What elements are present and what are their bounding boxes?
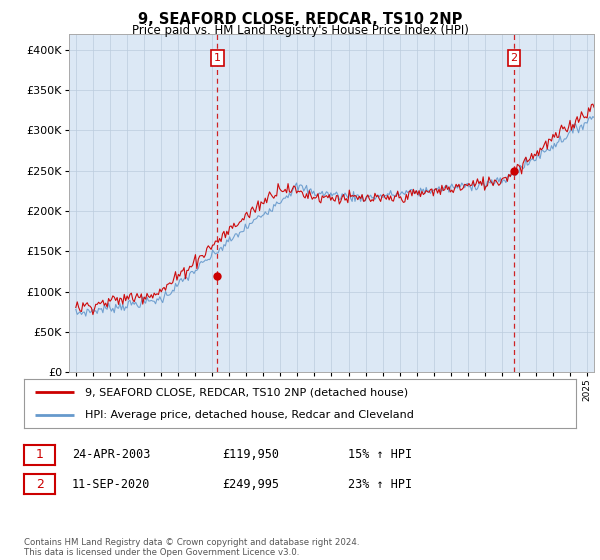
Text: £119,950: £119,950 <box>222 448 279 461</box>
Text: 2: 2 <box>511 53 517 63</box>
Text: 15% ↑ HPI: 15% ↑ HPI <box>348 448 412 461</box>
Text: HPI: Average price, detached house, Redcar and Cleveland: HPI: Average price, detached house, Redc… <box>85 410 413 420</box>
Text: 1: 1 <box>35 448 44 461</box>
Text: Contains HM Land Registry data © Crown copyright and database right 2024.
This d: Contains HM Land Registry data © Crown c… <box>24 538 359 557</box>
Text: 9, SEAFORD CLOSE, REDCAR, TS10 2NP: 9, SEAFORD CLOSE, REDCAR, TS10 2NP <box>138 12 462 27</box>
Text: 9, SEAFORD CLOSE, REDCAR, TS10 2NP (detached house): 9, SEAFORD CLOSE, REDCAR, TS10 2NP (deta… <box>85 388 408 398</box>
Text: 23% ↑ HPI: 23% ↑ HPI <box>348 478 412 491</box>
Text: Price paid vs. HM Land Registry's House Price Index (HPI): Price paid vs. HM Land Registry's House … <box>131 24 469 37</box>
Text: 1: 1 <box>214 53 221 63</box>
Text: 24-APR-2003: 24-APR-2003 <box>72 448 151 461</box>
Text: 2: 2 <box>35 478 44 491</box>
Text: 11-SEP-2020: 11-SEP-2020 <box>72 478 151 491</box>
Text: £249,995: £249,995 <box>222 478 279 491</box>
